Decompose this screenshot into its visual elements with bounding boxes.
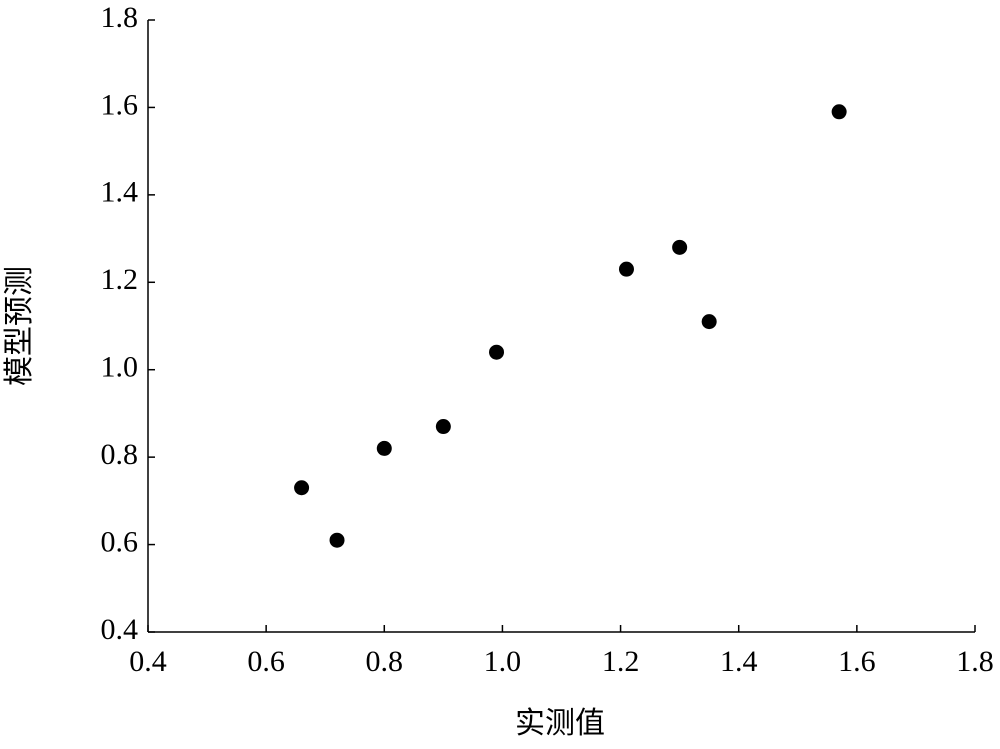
y-tick-label: 0.6	[101, 525, 139, 558]
x-tick-label: 1.8	[956, 645, 994, 678]
x-tick-label: 1.4	[720, 645, 758, 678]
point	[672, 239, 688, 255]
x-tick-label: 1.0	[484, 645, 522, 678]
x-tick-label: 0.4	[129, 645, 167, 678]
point	[831, 104, 847, 120]
x-tick-label: 0.6	[247, 645, 285, 678]
y-tick-label: 1.8	[101, 1, 139, 34]
x-tick-label: 1.2	[602, 645, 640, 678]
y-tick-label: 1.4	[101, 176, 139, 209]
y-axis-label: 模型预测	[3, 266, 36, 386]
point	[294, 480, 310, 496]
point	[376, 440, 392, 456]
x-tick-label: 0.8	[366, 645, 404, 678]
y-tick-label: 0.4	[101, 613, 139, 646]
point	[435, 419, 451, 435]
y-tick-label: 1.2	[101, 263, 139, 296]
point	[701, 314, 717, 330]
y-tick-label: 1.6	[101, 88, 139, 121]
point	[329, 532, 345, 548]
x-tick-label: 1.6	[838, 645, 876, 678]
x-axis-label: 实测值	[515, 707, 605, 740]
y-tick-label: 1.0	[101, 351, 139, 384]
point	[489, 344, 505, 360]
y-tick-label: 0.8	[101, 438, 139, 471]
point	[618, 261, 634, 277]
